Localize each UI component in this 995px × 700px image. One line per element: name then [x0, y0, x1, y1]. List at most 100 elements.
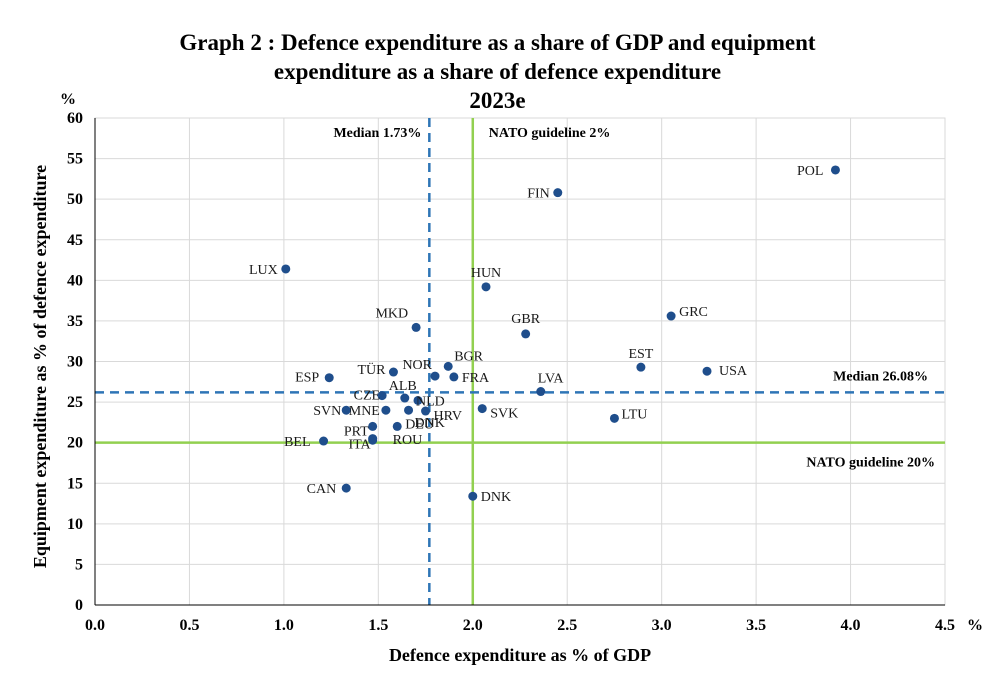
data-point — [468, 491, 478, 501]
reference-line-label: Median 26.08% — [833, 369, 928, 384]
point-label: MKD — [375, 306, 408, 321]
data-point — [636, 362, 646, 372]
point-label: ESP — [295, 371, 319, 386]
x-tick-label: 0.5 — [179, 617, 199, 634]
axes: 0.0 0.5 1.0 1.5 2.0 2.5 3.0 3.5 4.0 4.5 0 5 10 15 20 25… — [67, 110, 955, 634]
grid — [94, 117, 946, 606]
point-label: DNK — [481, 490, 511, 505]
point-label: HRV — [434, 409, 462, 424]
y-tick-label: 60 — [67, 110, 83, 127]
point-label: BGR — [454, 349, 483, 364]
data-point — [281, 264, 291, 274]
point-label: USA — [719, 364, 748, 379]
point-label: ROU — [393, 433, 423, 448]
chart-title-line-1: Graph 2 : Defence expenditure as a share… — [179, 30, 816, 55]
chart-title-line-2: expenditure as a share of defence expend… — [273, 59, 722, 84]
x-axis-label: Defence expenditure as % of GDP — [389, 645, 651, 665]
y-tick-label: 20 — [67, 435, 83, 452]
y-tick-label: 30 — [67, 354, 83, 371]
point-label: NLD — [416, 394, 445, 409]
data-point — [430, 371, 440, 381]
data-point — [481, 282, 491, 292]
x-unit-label: % — [967, 617, 983, 634]
point-label: NOR — [402, 358, 432, 373]
data-point — [319, 436, 329, 446]
point-label: CZE — [354, 389, 380, 404]
x-tick-label: 4.0 — [841, 617, 861, 634]
point-label: EST — [628, 347, 653, 362]
point-label: SVK — [490, 407, 518, 422]
data-point — [421, 406, 431, 416]
point-label: DEU — [405, 417, 434, 432]
point-label: GRC — [679, 305, 708, 320]
y-tick-label: 45 — [67, 232, 83, 249]
data-point — [666, 311, 676, 321]
y-tick-label: 50 — [67, 191, 83, 208]
chart-title-line-3: 2023e — [469, 88, 526, 113]
point-label: SVN — [313, 404, 341, 419]
point-label: FIN — [527, 187, 550, 202]
point-label: MNE — [349, 404, 380, 419]
point-label: FRA — [462, 371, 490, 386]
data-point — [377, 391, 387, 401]
data-point — [341, 483, 351, 493]
point-label: POL — [797, 164, 823, 179]
x-tick-label: 3.5 — [746, 617, 766, 634]
point-labels: POL FIN LUX HUN GRC MKD GBR EST BGR USA NOR TÜR FRA E… — [249, 164, 823, 505]
x-tick-label: 1.5 — [368, 617, 388, 634]
data-point — [368, 435, 378, 445]
y-tick-label: 25 — [67, 394, 83, 411]
data-point — [536, 387, 546, 397]
point-label: ITA — [348, 438, 371, 453]
y-tick-label: 5 — [75, 556, 83, 573]
data-point — [553, 188, 563, 198]
x-tick-label: 2.0 — [463, 617, 483, 634]
data-point — [521, 329, 531, 339]
point-label: LTU — [621, 407, 647, 422]
point-label: HUN — [471, 266, 501, 281]
reference-lines: Median 1.73% NATO guideline 2% Median 26.0… — [95, 118, 945, 605]
reference-line-label: NATO guideline 2% — [489, 126, 611, 141]
data-point — [368, 421, 378, 431]
point-label: PRT — [344, 424, 369, 439]
data-point — [381, 405, 391, 415]
point-label: LUX — [249, 263, 278, 278]
data-point — [702, 366, 712, 376]
y-unit-label: % — [60, 91, 76, 108]
x-tick-label: 3.0 — [652, 617, 672, 634]
data-point — [477, 404, 487, 414]
chart-title: Graph 2 : Defence expenditure as a share… — [0, 28, 995, 115]
x-tick-label: 0.0 — [85, 617, 105, 634]
x-tick-label: 4.5 — [935, 617, 955, 634]
data-point — [609, 413, 619, 423]
point-label: CAN — [307, 482, 337, 497]
point-label: BEL — [284, 435, 310, 450]
y-tick-label: 0 — [75, 597, 83, 614]
data-point — [400, 393, 410, 403]
point-label: GBR — [511, 312, 540, 327]
reference-line-label: Median 1.73% — [333, 126, 421, 141]
data-point — [324, 373, 334, 383]
y-tick-label: 10 — [67, 516, 83, 533]
y-tick-label: 55 — [67, 151, 83, 168]
reference-line-label: NATO guideline 20% — [806, 456, 935, 471]
data-point — [830, 165, 840, 175]
data-point — [392, 421, 402, 431]
data-point — [413, 395, 423, 405]
data-point — [341, 405, 351, 415]
data-point — [388, 367, 398, 377]
y-tick-label: 15 — [67, 475, 83, 492]
data-point — [443, 361, 453, 371]
x-tick-label: 1.0 — [274, 617, 294, 634]
y-tick-label: 35 — [67, 313, 83, 330]
point-label: ALB — [389, 379, 417, 394]
y-axis-label: Equipment expenditure as % of defence ex… — [30, 165, 50, 568]
point-label: DNK — [415, 416, 445, 431]
data-point — [449, 372, 459, 382]
point-label: LVA — [538, 372, 565, 387]
x-tick-label: 2.5 — [557, 617, 577, 634]
point-label: TÜR — [357, 361, 386, 378]
data-point — [404, 405, 414, 415]
data-point — [411, 322, 421, 332]
